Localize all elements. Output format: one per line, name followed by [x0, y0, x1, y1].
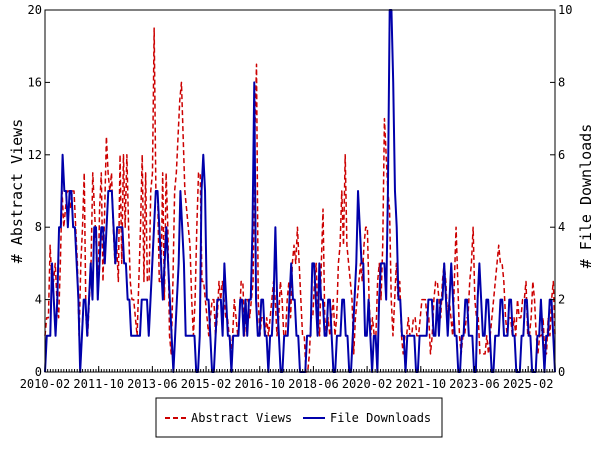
legend-box	[155, 397, 443, 438]
y-left-tick-label: 20	[28, 3, 42, 17]
legend-label-file-downloads: File Downloads	[330, 411, 431, 425]
x-tick-label: 2025-02	[503, 377, 554, 391]
x-tick-label: 2020-02	[342, 377, 393, 391]
y-right-tick-label: 8	[558, 75, 565, 89]
y-right-tick-label: 0	[558, 365, 565, 379]
y-left-tick-label: 8	[35, 220, 42, 234]
y-right-tick-label: 4	[558, 220, 565, 234]
y-left-tick-label: 12	[28, 148, 42, 162]
y-right-tick-label: 2	[558, 293, 565, 307]
x-tick-label: 2010-02	[20, 377, 71, 391]
legend: Abstract Views File Downloads	[155, 397, 443, 438]
y-axis-left-title: # Abstract Views	[8, 119, 26, 264]
x-tick-label: 2013-06	[127, 377, 178, 391]
legend-label-abstract-views: Abstract Views	[191, 411, 292, 425]
x-tick-label: 2011-10	[73, 377, 124, 391]
y-left-tick-label: 4	[35, 293, 42, 307]
y-left-tick-label: 0	[35, 365, 42, 379]
y-right-tick-label: 10	[558, 3, 572, 17]
x-tick-label: 2016-10	[234, 377, 285, 391]
x-tick-label: 2021-10	[396, 377, 447, 391]
y-axis-right-title: # File Downloads	[577, 124, 595, 269]
series-line-abstract-views	[44, 27, 556, 373]
y-left-tick-label: 16	[28, 75, 42, 89]
y-right-tick-label: 6	[558, 148, 565, 162]
x-tick-label: 2015-02	[181, 377, 232, 391]
x-tick-label: 2023-06	[449, 377, 500, 391]
x-tick-label: 2018-06	[288, 377, 339, 391]
